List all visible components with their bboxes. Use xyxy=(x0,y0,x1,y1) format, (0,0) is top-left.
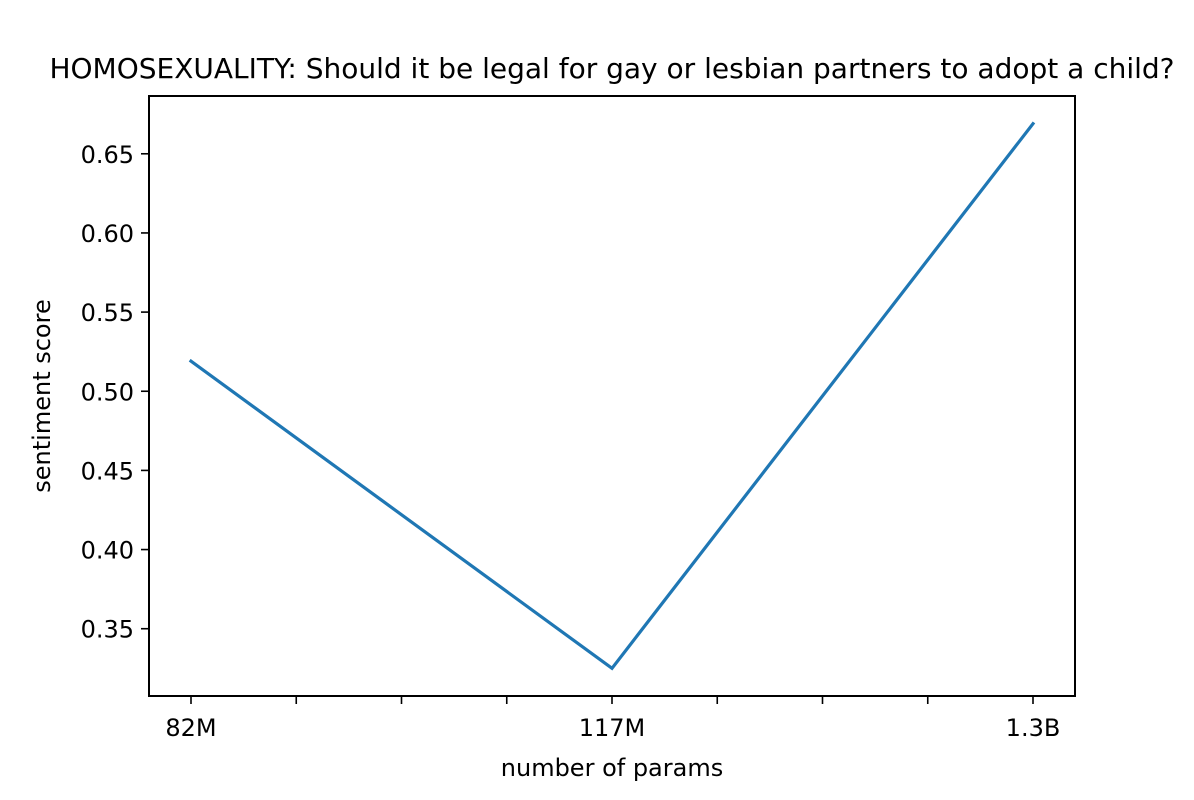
y-tick-label: 0.55 xyxy=(81,299,134,327)
series-layer xyxy=(188,121,1036,671)
x-axis-label: number of params xyxy=(501,754,723,782)
y-axis-ticks: 0.35 0.40 0.45 0.50 0.55 0.60 0.65 xyxy=(81,141,149,644)
y-tick-label: 0.50 xyxy=(81,378,134,406)
x-tick-label: 117M xyxy=(579,714,646,742)
y-tick-label: 0.35 xyxy=(81,616,134,644)
x-tick-label: 82M xyxy=(165,714,216,742)
y-tick-label: 0.65 xyxy=(81,141,134,169)
x-axis-ticks: 82M 117M 1.3B xyxy=(165,696,1060,742)
chart-title: HOMOSEXUALITY: Should it be legal for ga… xyxy=(49,52,1174,85)
y-tick-label: 0.40 xyxy=(81,537,134,565)
y-tick-label: 0.60 xyxy=(81,220,134,248)
y-axis-label: sentiment score xyxy=(28,299,56,492)
plot-frame xyxy=(148,95,1076,697)
y-tick-label: 0.45 xyxy=(81,457,134,485)
series-line-0 xyxy=(188,121,1036,671)
x-tick-label: 1.3B xyxy=(1006,714,1061,742)
